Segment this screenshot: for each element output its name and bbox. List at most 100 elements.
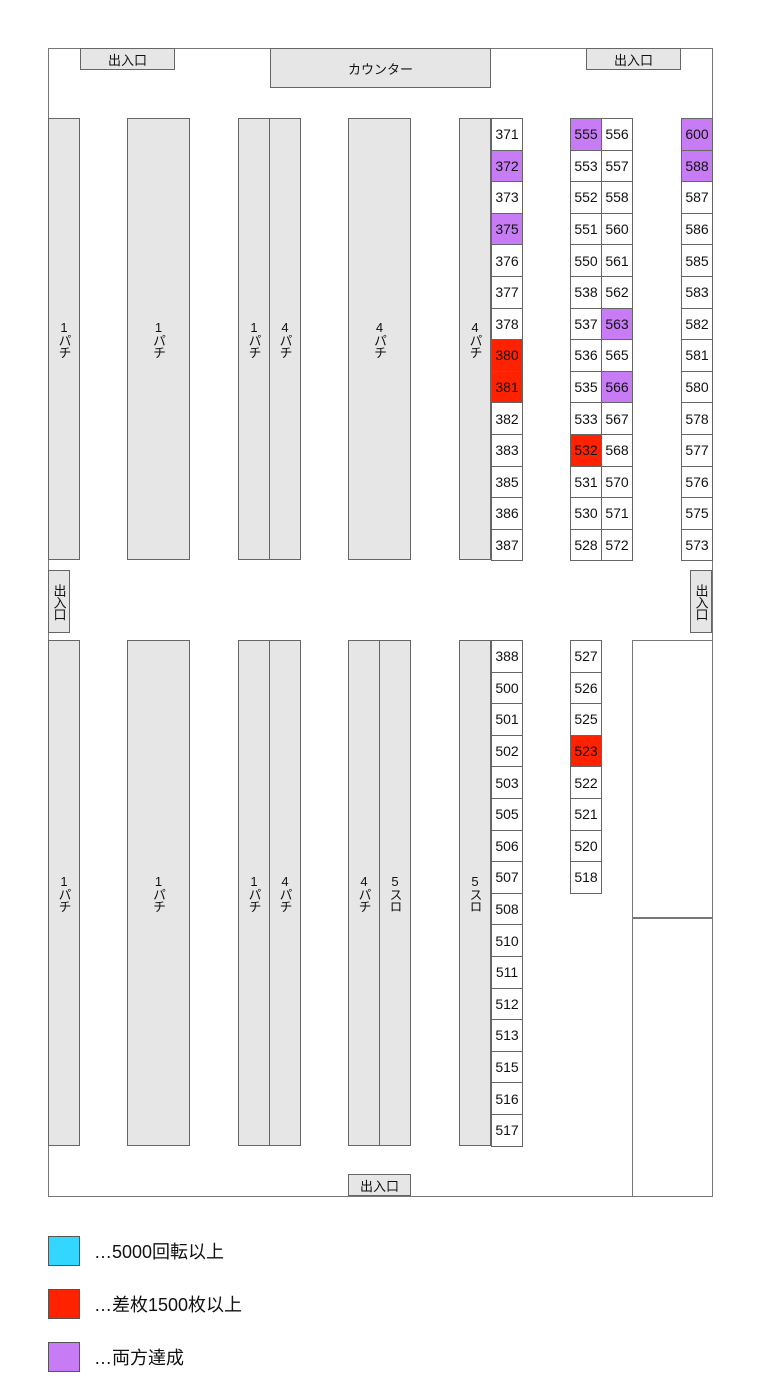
- machine-cell: 575: [681, 497, 713, 530]
- machine-cell: 560: [601, 212, 633, 246]
- machine-cell: 382: [491, 402, 523, 435]
- machine-cell: 557: [601, 149, 633, 183]
- machine-cell: 565: [601, 339, 633, 372]
- exit-left: 出入口: [48, 570, 70, 633]
- machine-cell: 527: [570, 640, 602, 673]
- machine-cell: 521: [570, 798, 602, 831]
- machine-cell: 381: [491, 370, 523, 404]
- machine-cell: 585: [681, 244, 713, 277]
- machine-cell: 512: [491, 987, 523, 1021]
- legend-swatch-spins: [48, 1236, 80, 1266]
- island: 1パチ: [238, 118, 270, 560]
- machine-cell: 385: [491, 465, 523, 499]
- machine-cell: 600: [681, 118, 713, 151]
- island-label: 4パチ: [356, 874, 372, 912]
- machine-cell: 576: [681, 465, 713, 499]
- exit-top-right: 出入口: [586, 48, 681, 70]
- machine-cell: 387: [491, 528, 523, 562]
- machine-cell: 580: [681, 370, 713, 404]
- machine-cell: 538: [570, 276, 602, 309]
- area-box: [632, 917, 713, 1197]
- legend-item: …両方達成: [48, 1342, 184, 1372]
- machine-cell: 528: [570, 528, 602, 562]
- legend-label: …両方達成: [94, 1348, 184, 1368]
- machine-cell: 523: [570, 734, 602, 768]
- machine-cell: 500: [491, 671, 523, 705]
- island-label: 5スロ: [387, 874, 403, 912]
- island-label: 4パチ: [467, 320, 483, 358]
- machine-cell: 525: [570, 703, 602, 736]
- machine-cell: 551: [570, 212, 602, 246]
- counter-label: カウンター: [347, 61, 413, 77]
- machine-cell: 520: [570, 829, 602, 863]
- machine-cell: 502: [491, 734, 523, 768]
- machine-cell: 505: [491, 798, 523, 831]
- machine-cell: 516: [491, 1082, 523, 1115]
- island: 4パチ: [269, 640, 301, 1146]
- island-label: 1パチ: [56, 874, 72, 912]
- legend-swatch-both: [48, 1342, 80, 1372]
- machine-cell: 517: [491, 1114, 523, 1147]
- machine-cell: 572: [601, 528, 633, 562]
- machine-cell: 578: [681, 402, 713, 435]
- machine-cell: 563: [601, 307, 633, 341]
- island: 5スロ: [379, 640, 411, 1146]
- machine-cell: 553: [570, 149, 602, 183]
- island: 1パチ: [48, 118, 80, 560]
- machine-cell: 501: [491, 703, 523, 736]
- machine-cell: 526: [570, 671, 602, 705]
- island-label: 4パチ: [372, 320, 387, 358]
- island: 4パチ: [348, 118, 411, 560]
- legend-item: …差枚1500枚以上: [48, 1289, 242, 1319]
- area-box: [632, 640, 713, 919]
- machine-cell: 573: [681, 528, 713, 562]
- counter: カウンター: [270, 48, 491, 88]
- machine-cell: 568: [601, 434, 633, 467]
- legend-item: …5000回転以上: [48, 1236, 224, 1266]
- machine-cell: 556: [601, 118, 633, 151]
- exit-label: 出入口: [359, 1178, 399, 1194]
- machine-cell: 377: [491, 276, 523, 309]
- machine-cell: 531: [570, 465, 602, 499]
- exit-label: 出入口: [107, 52, 147, 68]
- machine-cell: 386: [491, 497, 523, 530]
- exit-bottom: 出入口: [348, 1174, 411, 1196]
- island-label: 1パチ: [246, 320, 262, 358]
- machine-cell: 537: [570, 307, 602, 341]
- machine-cell: 511: [491, 956, 523, 989]
- machine-cell: 508: [491, 892, 523, 926]
- legend-swatch-diff: [48, 1289, 80, 1319]
- machine-cell: 388: [491, 640, 523, 673]
- machine-cell: 577: [681, 434, 713, 467]
- machine-cell: 533: [570, 402, 602, 435]
- machine-cell: 380: [491, 339, 523, 372]
- legend-label: …5000回転以上: [94, 1242, 225, 1262]
- machine-cell: 513: [491, 1019, 523, 1052]
- machine-cell: 372: [491, 149, 523, 183]
- machine-cell: 375: [491, 212, 523, 246]
- island-label: 4パチ: [277, 874, 293, 912]
- machine-cell: 571: [601, 497, 633, 530]
- machine-cell: 587: [681, 181, 713, 214]
- exit-top-left: 出入口: [80, 48, 175, 70]
- machine-cell: 373: [491, 181, 523, 214]
- exit-label: 出入口: [613, 52, 653, 68]
- machine-cell: 570: [601, 465, 633, 499]
- machine-cell: 535: [570, 370, 602, 404]
- island: 1パチ: [127, 118, 190, 560]
- machine-cell: 582: [681, 307, 713, 341]
- machine-cell: 536: [570, 339, 602, 372]
- island-label: 1パチ: [56, 320, 72, 358]
- machine-cell: 518: [570, 861, 602, 894]
- island: 1パチ: [127, 640, 190, 1146]
- machine-cell: 581: [681, 339, 713, 372]
- machine-cell: 566: [601, 370, 633, 404]
- island: 4パチ: [459, 118, 491, 560]
- island: 5スロ: [459, 640, 491, 1146]
- island: 1パチ: [48, 640, 80, 1146]
- machine-cell: 522: [570, 766, 602, 799]
- machine-cell: 376: [491, 244, 523, 277]
- machine-cell: 562: [601, 276, 633, 309]
- machine-cell: 555: [570, 118, 602, 151]
